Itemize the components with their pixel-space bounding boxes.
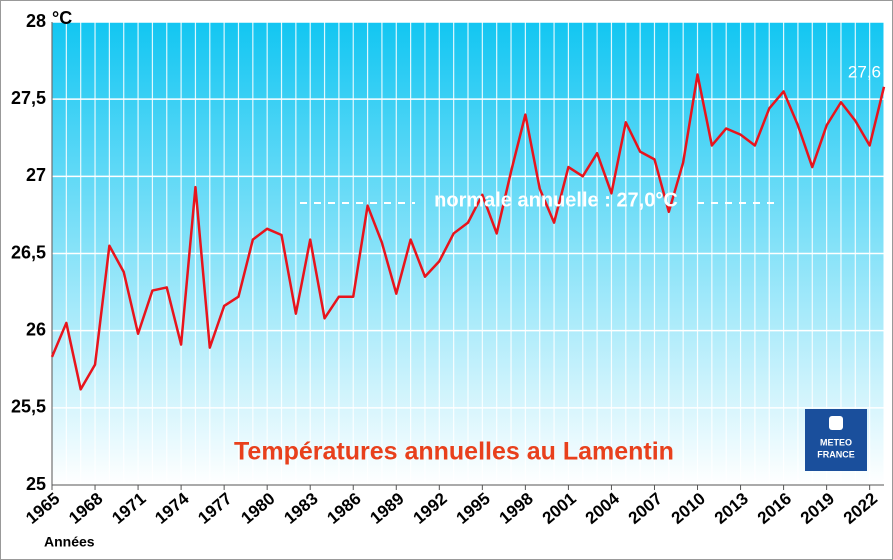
y-tick-label: 27 xyxy=(26,165,46,185)
chart-title: Températures annuelles au Lamentin xyxy=(234,438,674,466)
y-unit: °C xyxy=(52,8,72,28)
x-axis-label: Années xyxy=(44,534,95,550)
y-tick-label: 26 xyxy=(26,319,46,339)
data-line xyxy=(50,73,886,391)
value-label: 27,6 xyxy=(848,62,881,81)
y-tick-label: 26,5 xyxy=(11,242,46,262)
y-tick-label: 28 xyxy=(26,11,46,31)
y-tick-label: 25 xyxy=(26,474,46,494)
annotation: normale annuelle : 27,0°C xyxy=(434,189,678,211)
y-tick-label: 27,5 xyxy=(11,88,46,108)
logo-text: FRANCE xyxy=(817,449,855,459)
y-tick-label: 25,5 xyxy=(11,397,46,417)
marks xyxy=(50,73,886,391)
logo-icon xyxy=(829,416,843,430)
grid xyxy=(51,21,885,490)
logo-text: METEO xyxy=(820,437,852,447)
